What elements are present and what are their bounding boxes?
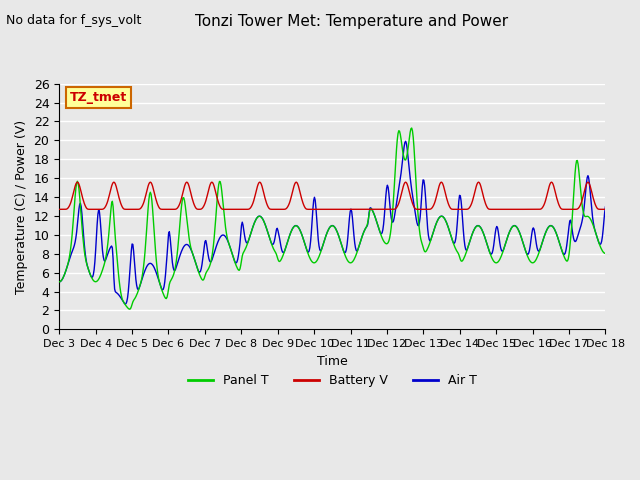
Text: No data for f_sys_volt: No data for f_sys_volt (6, 14, 142, 27)
X-axis label: Time: Time (317, 355, 348, 368)
Y-axis label: Temperature (C) / Power (V): Temperature (C) / Power (V) (15, 120, 28, 294)
Text: Tonzi Tower Met: Temperature and Power: Tonzi Tower Met: Temperature and Power (195, 14, 509, 29)
Legend: Panel T, Battery V, Air T: Panel T, Battery V, Air T (183, 369, 481, 392)
Text: TZ_tmet: TZ_tmet (70, 91, 127, 104)
